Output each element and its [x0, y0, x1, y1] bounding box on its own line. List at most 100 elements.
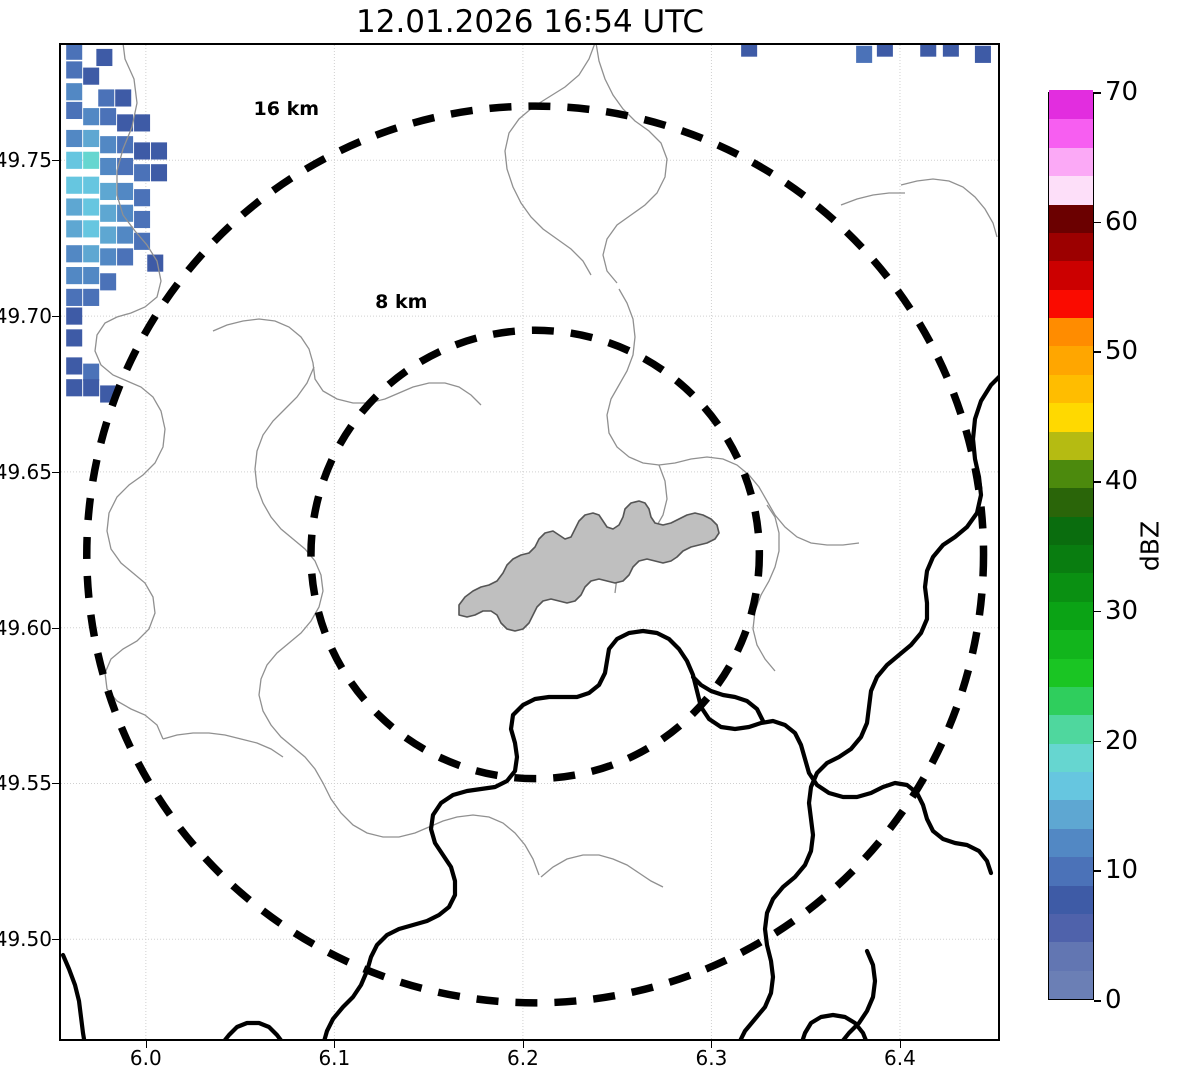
radar-echo-cell [134, 164, 151, 182]
radar-echo-cell [117, 226, 134, 244]
radar-echo-cell [117, 182, 134, 201]
radar-echo-cell [942, 45, 959, 57]
radar-echo-cell [83, 363, 100, 381]
colorbar-band [1049, 941, 1093, 971]
radar-echo-cell [66, 45, 83, 60]
page-title: 12.01.2026 16:54 UTC [356, 4, 704, 40]
colorbar-band [1049, 203, 1093, 233]
grid-lines [61, 45, 998, 1039]
colorbar-axis-label: dBZ [1135, 520, 1165, 572]
x-tick-mark [145, 1041, 147, 1048]
colorbar-tick-mark [1094, 92, 1101, 94]
y-tick-label: 49.75 [0, 148, 52, 173]
radar-echo-cell [134, 142, 151, 160]
colorbar-tick-label: 40 [1105, 466, 1139, 497]
colorbar-tick-label: 30 [1105, 595, 1139, 626]
colorbar-band [1049, 260, 1093, 290]
y-tick-label: 49.55 [0, 771, 52, 796]
colorbar-band [1049, 771, 1093, 801]
range-ring-label-16km: 16 km [253, 97, 320, 120]
colorbar-band [1049, 487, 1093, 517]
radar-echo-cell [100, 248, 117, 266]
y-tick-mark [52, 783, 59, 785]
y-tick-label: 49.70 [0, 304, 52, 329]
radar-echo-cell [100, 136, 117, 154]
radar-echo-cell [83, 220, 100, 238]
colorbar-band [1049, 147, 1093, 177]
radar-echo-cell [66, 288, 83, 306]
radar-echo-cell [856, 45, 873, 63]
map-canvas [61, 45, 998, 1039]
colorbar-band [1049, 430, 1093, 460]
x-tick-label: 6.3 [695, 1046, 728, 1070]
radar-echo-cell [66, 245, 83, 263]
radar-echo-cell [134, 210, 151, 229]
radar-echo-cell [66, 176, 83, 194]
radar-echo-cell [83, 151, 100, 169]
colorbar-band [1049, 657, 1093, 687]
colorbar-tick-label: 50 [1105, 336, 1139, 367]
radar-echo-cell [66, 198, 83, 216]
y-tick-mark [52, 471, 59, 473]
radar-echo-cell [66, 357, 83, 375]
range-ring-label-8km: 8 km [375, 291, 428, 314]
radar-echo-cell [147, 254, 164, 272]
city-polygon[interactable] [458, 500, 720, 632]
y-tick-mark [52, 939, 59, 941]
colorbar-band [1049, 686, 1093, 716]
radar-echo-cell [66, 151, 83, 169]
radar-echo-cell [83, 67, 100, 85]
radar-echo-cell [66, 379, 83, 397]
colorbar-band [1049, 601, 1093, 631]
colorbar-band [1049, 317, 1093, 347]
radar-echo-cell [66, 101, 83, 120]
colorbar-band [1049, 799, 1093, 829]
radar-echo-cell [100, 204, 117, 222]
radar-echo-cell [66, 267, 83, 285]
x-tick-mark [899, 1041, 901, 1048]
y-tick-mark [52, 160, 59, 162]
y-tick-label: 49.60 [0, 615, 52, 640]
colorbar-band [1049, 374, 1093, 404]
radar-echo-cell [134, 114, 151, 132]
radar-echo-cell [100, 157, 117, 176]
radar-echo-cell [83, 176, 100, 194]
x-tick-mark [522, 1041, 524, 1048]
colorbar[interactable] [1048, 90, 1094, 1000]
y-tick-label: 49.50 [0, 927, 52, 952]
radar-echo-cell [134, 189, 151, 207]
radar-echo-cell [115, 89, 132, 107]
colorbar-band [1049, 856, 1093, 886]
radar-echo-layer [66, 45, 991, 403]
radar-echo-cell [100, 108, 117, 126]
radar-echo-cell [83, 108, 100, 126]
map-plot-area[interactable]: 16 km 8 km [59, 43, 1000, 1041]
colorbar-band [1049, 175, 1093, 205]
colorbar-band [1049, 970, 1093, 999]
colorbar-tick-mark [1094, 481, 1101, 483]
radar-echo-cell [66, 307, 83, 325]
radar-echo-cell [83, 288, 100, 306]
radar-echo-cell [96, 48, 113, 67]
colorbar-band [1049, 544, 1093, 574]
radar-echo-cell [151, 164, 168, 182]
colorbar-tick-mark [1094, 351, 1101, 354]
colorbar-band [1049, 743, 1093, 772]
national-borders [61, 375, 998, 1039]
colorbar-tick-mark [1094, 610, 1101, 613]
radar-echo-cell [974, 45, 991, 63]
y-tick-mark [52, 627, 59, 629]
radar-echo-cell [100, 273, 117, 291]
colorbar-band [1049, 232, 1093, 262]
x-tick-mark [334, 1041, 336, 1048]
radar-echo-cell [83, 198, 100, 216]
radar-echo-cell [100, 226, 117, 244]
radar-echo-cell [100, 182, 117, 201]
colorbar-tick-label: 0 [1105, 985, 1122, 1015]
colorbar-band [1049, 459, 1093, 489]
colorbar-band [1049, 629, 1093, 659]
colorbar-band [1049, 884, 1093, 914]
colorbar-tick-label: 20 [1105, 725, 1139, 756]
radar-echo-cell [98, 89, 115, 107]
colorbar-band [1049, 516, 1093, 545]
